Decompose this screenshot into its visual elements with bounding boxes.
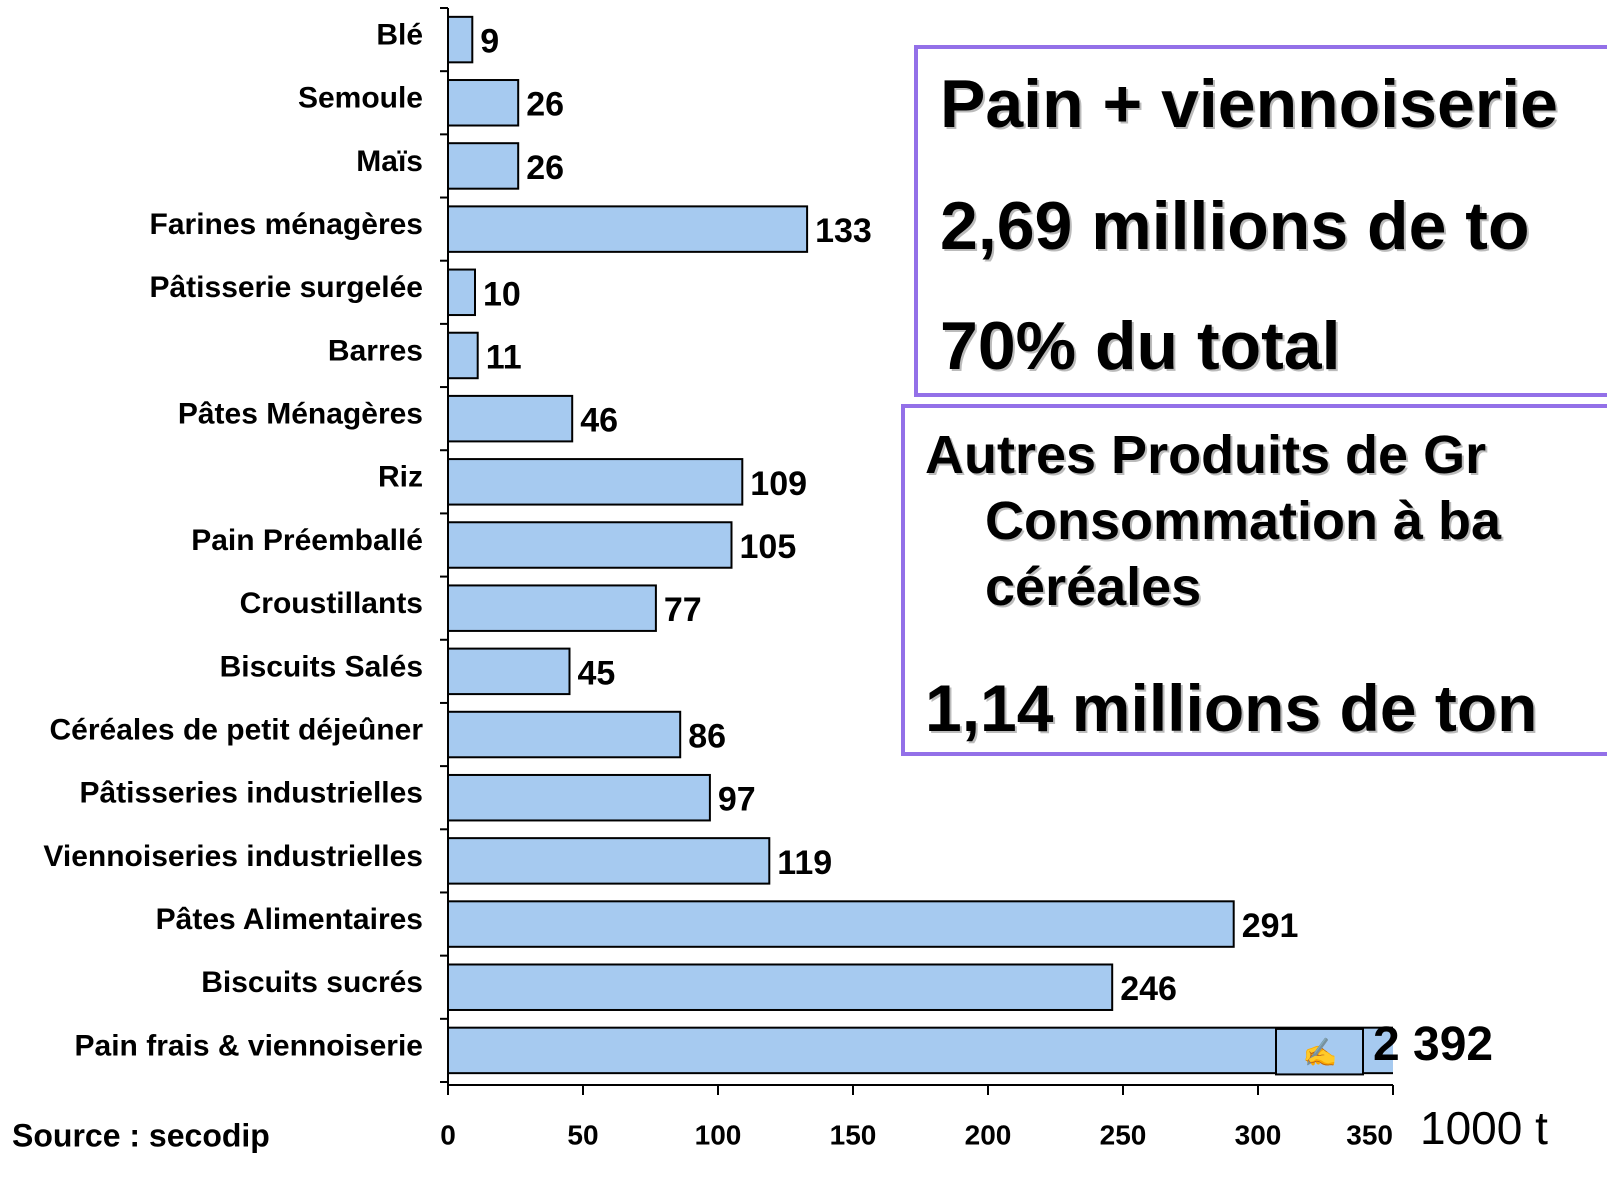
value-label: 2 392 bbox=[1373, 1018, 1493, 1071]
value-label: 109 bbox=[750, 465, 807, 503]
box-line: Consommation à ba bbox=[985, 491, 1502, 551]
x-tick-label: 100 bbox=[695, 1119, 742, 1150]
box-line: Autres Produits de Gr bbox=[925, 425, 1487, 485]
y-tick-label: Pâtes Ménagères bbox=[178, 398, 423, 431]
value-label: 133 bbox=[815, 212, 872, 250]
y-tick-label: Barres bbox=[328, 334, 423, 367]
value-label: 105 bbox=[740, 528, 797, 566]
value-label: 246 bbox=[1120, 970, 1177, 1008]
y-tick-label: Pâtisserie surgelée bbox=[149, 271, 423, 304]
value-label: 10 bbox=[483, 275, 521, 313]
break-icon: ✍ bbox=[1303, 1037, 1338, 1068]
y-tick-label: Pâtisseries industrielles bbox=[79, 777, 423, 810]
break-box bbox=[1275, 1027, 1364, 1076]
y-tick-label: Céréales de petit déjeûner bbox=[50, 713, 424, 746]
value-label: 45 bbox=[578, 654, 616, 692]
bar bbox=[448, 268, 476, 317]
bars bbox=[448, 15, 1393, 1075]
value-label: 26 bbox=[526, 86, 564, 124]
source: Source : secodip bbox=[12, 1117, 270, 1153]
bar bbox=[448, 458, 744, 506]
x-tick-label: 300 bbox=[1235, 1119, 1282, 1150]
value-label: 46 bbox=[580, 402, 618, 440]
x-tick-label: 350 bbox=[1346, 1119, 1393, 1150]
x-tick-label: 0 bbox=[440, 1119, 456, 1150]
text-box: Pain + viennoiserie 2,69 millions de to … bbox=[914, 45, 1607, 397]
bar bbox=[448, 837, 771, 885]
y-tick-label: Viennoiseries industrielles bbox=[43, 840, 423, 873]
y-tick-label: Farines ménagères bbox=[150, 208, 423, 241]
bar bbox=[448, 963, 1114, 1011]
bar bbox=[448, 773, 711, 822]
x-axis-label: 1000 t bbox=[1420, 1102, 1548, 1154]
value-label: 119 bbox=[777, 844, 832, 882]
y-tick-label: Croustillants bbox=[240, 587, 423, 620]
x-tick-label: 250 bbox=[1100, 1119, 1147, 1150]
value-label: 26 bbox=[526, 149, 564, 187]
value-label: 97 bbox=[718, 781, 756, 819]
value-label: 11 bbox=[486, 338, 522, 376]
y-tick-label: Biscuits Salés bbox=[220, 650, 423, 683]
value-label: 291 bbox=[1242, 907, 1299, 945]
bar bbox=[448, 1026, 1393, 1075]
y-tick-label: Semoule bbox=[298, 82, 423, 115]
value-label: 77 bbox=[664, 591, 702, 629]
y-tick-label: Pâtes Alimentaires bbox=[156, 903, 423, 936]
bar bbox=[448, 15, 474, 64]
bar bbox=[448, 900, 1235, 948]
value-label: 9 bbox=[480, 23, 499, 61]
bar bbox=[448, 647, 571, 696]
bar bbox=[448, 394, 574, 443]
value-label: 86 bbox=[688, 718, 726, 756]
box-line: 1,14 millions de ton bbox=[925, 671, 1538, 745]
text-box: Autres Produits de Gr Consommation à ba … bbox=[901, 404, 1607, 756]
box-line: 2,69 millions de to bbox=[940, 188, 1530, 264]
y-tick-label: Blé bbox=[376, 19, 423, 52]
box-line: céréales bbox=[985, 557, 1202, 617]
x-tick-label: 200 bbox=[965, 1119, 1012, 1150]
y-tick-label: Pain Préemballé bbox=[191, 524, 423, 557]
y-tick-label: Riz bbox=[378, 461, 423, 494]
bar bbox=[448, 521, 733, 569]
box-line: Pain + viennoiserie bbox=[940, 66, 1558, 142]
x-tick-label: 50 bbox=[567, 1119, 598, 1150]
bar bbox=[448, 205, 809, 253]
bar bbox=[448, 142, 520, 190]
bar bbox=[448, 79, 520, 127]
x-tick-label: 150 bbox=[830, 1119, 877, 1150]
bar bbox=[448, 584, 657, 632]
bar bbox=[448, 331, 479, 380]
y-tick-label: Maïs bbox=[356, 145, 423, 178]
y-tick-label: Pain frais & viennoiserie bbox=[75, 1029, 423, 1062]
y-tick-label: Biscuits sucrés bbox=[201, 966, 423, 999]
bar bbox=[448, 710, 682, 759]
box-line: 70% du total bbox=[940, 308, 1341, 384]
